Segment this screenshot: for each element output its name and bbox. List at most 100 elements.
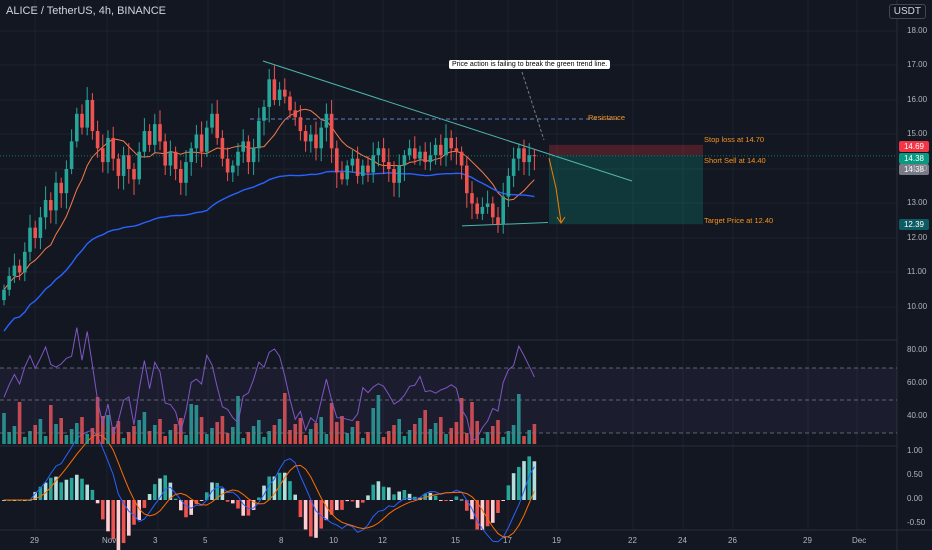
candle-body: [231, 165, 235, 173]
macd-histogram-bar: [147, 494, 152, 500]
macd-histogram-bar: [517, 466, 521, 500]
volume-bars: [2, 393, 537, 444]
candle-body: [361, 165, 365, 176]
target-price-label[interactable]: Target Price at 12.40: [704, 216, 774, 225]
macd-histogram-bar: [272, 476, 277, 500]
price-axis-label: 11.00: [907, 267, 927, 276]
volume-bar: [511, 425, 516, 444]
volume-bar: [28, 431, 32, 444]
candle-body: [101, 148, 105, 163]
volume-bar: [267, 431, 271, 444]
volume-bar: [496, 420, 500, 444]
currency-selector[interactable]: USDT: [888, 4, 926, 19]
macd-histogram-bar: [168, 482, 173, 500]
symbol-title[interactable]: ALICE / TetherUS, 4h, BINANCE: [6, 5, 166, 17]
date-axis-label: 17: [503, 536, 512, 545]
macd-histogram-bar: [173, 498, 178, 500]
volume-bar: [33, 425, 37, 444]
candle-body: [418, 151, 422, 159]
macd-histogram-bar: [444, 500, 448, 501]
volume-bar: [262, 437, 266, 444]
volume-bar: [231, 427, 235, 444]
candle-body: [168, 151, 173, 166]
candle-body: [501, 196, 505, 225]
candle-body: [257, 120, 261, 149]
short-sell-label[interactable]: Short Sell at 14.40: [704, 156, 766, 165]
volume-bar: [413, 424, 417, 444]
volume-bar: [433, 423, 438, 444]
macd-histogram-bar: [142, 500, 147, 508]
candle-body: [485, 203, 490, 207]
price-tag: 12.39: [899, 218, 929, 230]
trade-drawings[interactable]: [0, 60, 897, 227]
candle-body: [194, 134, 199, 149]
trendline-note[interactable]: Price action is failing to break the gre…: [449, 60, 611, 69]
macd-histogram-bar: [106, 500, 110, 532]
candle-body: [335, 148, 339, 173]
macd-histogram-bar: [283, 472, 287, 500]
volume-bar: [173, 424, 178, 444]
candle-body: [106, 137, 110, 163]
candle-body: [480, 206, 485, 214]
macd-histogram-bar: [355, 500, 360, 508]
macd-histogram-bar: [246, 500, 251, 516]
volume-bar: [397, 419, 401, 444]
macd-axis-label: 1.00: [907, 446, 923, 455]
volume-bar: [220, 416, 225, 444]
macd-histogram-bar: [49, 477, 53, 500]
candle-body: [12, 265, 17, 276]
volume-bar: [132, 426, 136, 444]
price-axis-label: 10.00: [907, 302, 928, 311]
volume-bar: [75, 423, 79, 444]
volume-bar: [371, 408, 375, 444]
volume-bar: [329, 403, 334, 444]
volume-bar: [95, 397, 100, 444]
macd-histogram-bar: [511, 473, 516, 500]
macd-histogram-bar: [153, 484, 157, 500]
macd-histogram-bar: [293, 494, 297, 500]
volume-bar: [205, 434, 209, 444]
date-axis-label: 15: [451, 536, 460, 545]
candle-body: [293, 110, 297, 118]
macd-histogram-bar: [433, 495, 438, 500]
candle-body: [413, 148, 417, 159]
resistance-label[interactable]: Resistance: [588, 113, 626, 122]
volume-bar: [527, 430, 531, 444]
volume-bar: [501, 437, 505, 444]
candle-body: [158, 124, 162, 142]
volume-bar: [64, 435, 69, 444]
macd-histogram-bar: [350, 500, 355, 502]
candle-body: [428, 155, 433, 163]
volume-bar: [80, 417, 84, 444]
volume-bar: [241, 438, 245, 444]
volume-bar: [194, 405, 199, 444]
candle-body: [220, 137, 225, 159]
macd-histogram-bar: [397, 491, 401, 500]
price-axis-label: 15.00: [907, 129, 928, 138]
candle-body: [475, 203, 479, 214]
macd-histogram-bar: [205, 492, 209, 500]
candle-body: [532, 155, 537, 157]
candle-body: [80, 113, 84, 128]
volume-bar: [54, 424, 58, 444]
macd-histogram-bar: [43, 482, 48, 500]
volume-bar: [387, 431, 391, 444]
date-axis-label: 5: [203, 536, 208, 545]
macd-histogram-bar: [329, 500, 334, 515]
volume-bar: [12, 426, 17, 444]
volume-bar: [111, 427, 115, 444]
candle-body: [215, 113, 219, 138]
candle-body: [387, 162, 391, 169]
short-arrow-head: [556, 216, 566, 224]
macd-histogram-bar: [496, 500, 500, 513]
stop-loss-label[interactable]: Stop loss at 14.70: [704, 135, 765, 144]
rsi-axis-label: 40.00: [907, 411, 928, 420]
macd-histogram-bar: [303, 500, 308, 530]
candle-body: [376, 148, 381, 156]
volume-bar: [361, 438, 365, 444]
volume-bar: [283, 393, 287, 444]
macd-histogram-bar: [69, 477, 74, 500]
macd-histogram-bar: [137, 500, 141, 521]
price-axis-label: 18.00: [907, 26, 928, 35]
